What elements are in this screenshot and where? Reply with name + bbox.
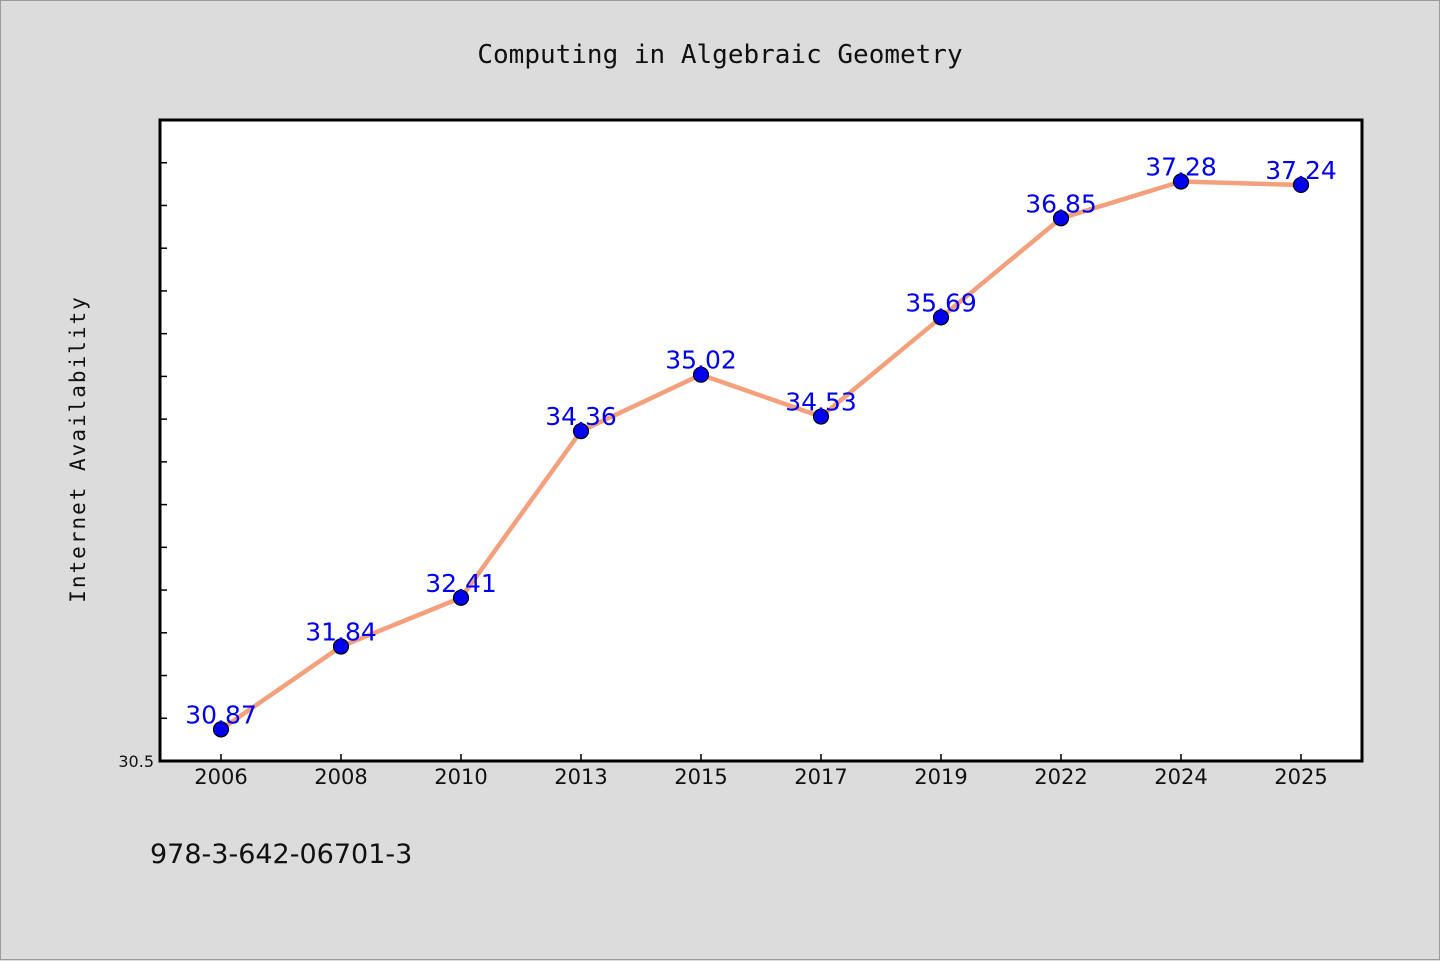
y-axis-ticks — [160, 119, 167, 762]
x-axis-ticks — [220, 754, 1302, 761]
data-markers — [212, 173, 1310, 738]
x-tick-label: 2019 — [914, 765, 967, 789]
x-tick-label: 2006 — [194, 765, 247, 789]
x-tick-labels: 2006 2008 2010 2013 2015 2017 2019 2022 2024 2025 — [194, 765, 1327, 789]
data-label: 35.69 — [905, 288, 977, 317]
data-label: 36.85 — [1025, 189, 1097, 218]
chart-title: Computing in Algebraic Geometry — [477, 40, 962, 70]
x-tick-label: 2024 — [1154, 765, 1207, 789]
plot-area — [158, 118, 1364, 763]
data-label: 37.24 — [1265, 156, 1337, 185]
data-point — [332, 638, 350, 655]
data-label: 30.87 — [185, 700, 257, 729]
data-point — [1292, 176, 1310, 194]
data-label: 34.36 — [545, 402, 617, 431]
data-label: 34.53 — [785, 388, 857, 417]
data-point — [932, 309, 950, 326]
data-label: 35.02 — [665, 346, 737, 375]
data-point — [1172, 173, 1190, 190]
x-tick-label: 2008 — [314, 765, 367, 789]
y-tick-label: 30.5 — [118, 752, 154, 771]
x-tick-label: 2010 — [434, 765, 487, 789]
data-labels: 30.87 31.84 32.41 34.36 35.02 34.53 35.69 36.85… — [185, 153, 1337, 730]
data-point — [692, 366, 710, 383]
data-point — [1052, 210, 1070, 227]
x-tick-label: 2025 — [1274, 765, 1327, 789]
footer-id-text: 978-3-642-06701-3 — [150, 839, 412, 870]
x-tick-label: 2017 — [794, 765, 847, 789]
data-point — [212, 721, 230, 738]
data-label: 37.28 — [1145, 153, 1217, 182]
x-tick-label: 2022 — [1034, 765, 1087, 789]
data-label: 31.84 — [305, 617, 377, 646]
x-tick-label: 2015 — [674, 765, 727, 789]
data-label: 32.41 — [425, 569, 497, 598]
series-line — [218, 179, 1304, 732]
data-point — [572, 422, 590, 440]
data-point — [812, 408, 830, 425]
data-point — [452, 589, 470, 606]
series-line-group — [218, 179, 1304, 732]
y-axis-label: Internet Availability — [66, 295, 90, 603]
x-tick-label: 2013 — [554, 765, 607, 789]
